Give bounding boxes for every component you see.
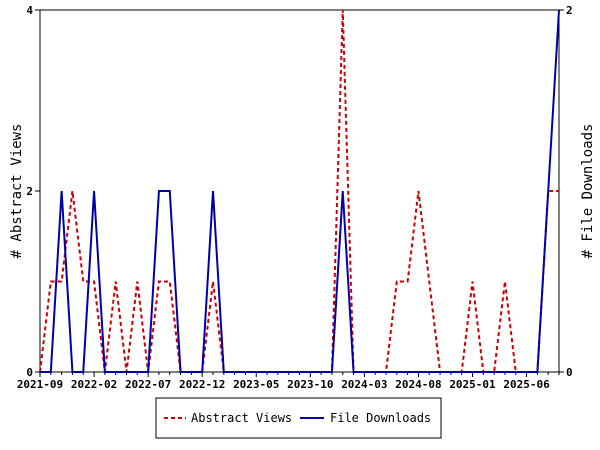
left-tick-label: 0 bbox=[26, 366, 33, 379]
left-axis-title: # Abstract Views bbox=[9, 124, 25, 259]
x-tick-label: 2024-03 bbox=[341, 378, 387, 391]
left-tick-label: 2 bbox=[26, 185, 33, 198]
legend-label-file-downloads: File Downloads bbox=[330, 411, 431, 425]
x-tick-label: 2025-06 bbox=[503, 378, 550, 391]
x-tick-label: 2021-09 bbox=[17, 378, 63, 391]
right-tick-label: 0 bbox=[566, 366, 573, 379]
x-tick-label: 2022-07 bbox=[125, 378, 171, 391]
x-tick-label: 2022-12 bbox=[179, 378, 225, 391]
x-tick-label: 2023-10 bbox=[287, 378, 333, 391]
legend-label-abstract-views: Abstract Views bbox=[191, 411, 292, 425]
right-axis-title: # File Downloads bbox=[580, 124, 596, 259]
x-tick-label: 2025-01 bbox=[449, 378, 496, 391]
x-axis-ticks: 2021-09 2022-02 2022-07 2022-12 2023-05 2023-… bbox=[17, 372, 560, 391]
x-tick-label: 2024-08 bbox=[395, 378, 441, 391]
legend-box bbox=[155, 397, 442, 439]
right-tick-label: 2 bbox=[566, 4, 573, 17]
right-axis-ticks: 02 bbox=[559, 4, 573, 379]
left-tick-label: 4 bbox=[26, 4, 33, 17]
plot-area bbox=[39, 9, 560, 373]
x-tick-label: 2022-02 bbox=[71, 378, 117, 391]
x-tick-label: 2023-05 bbox=[233, 378, 279, 391]
left-axis-ticks: 0 2 4 bbox=[26, 4, 40, 379]
legend: Abstract Views File Downloads bbox=[155, 397, 442, 439]
